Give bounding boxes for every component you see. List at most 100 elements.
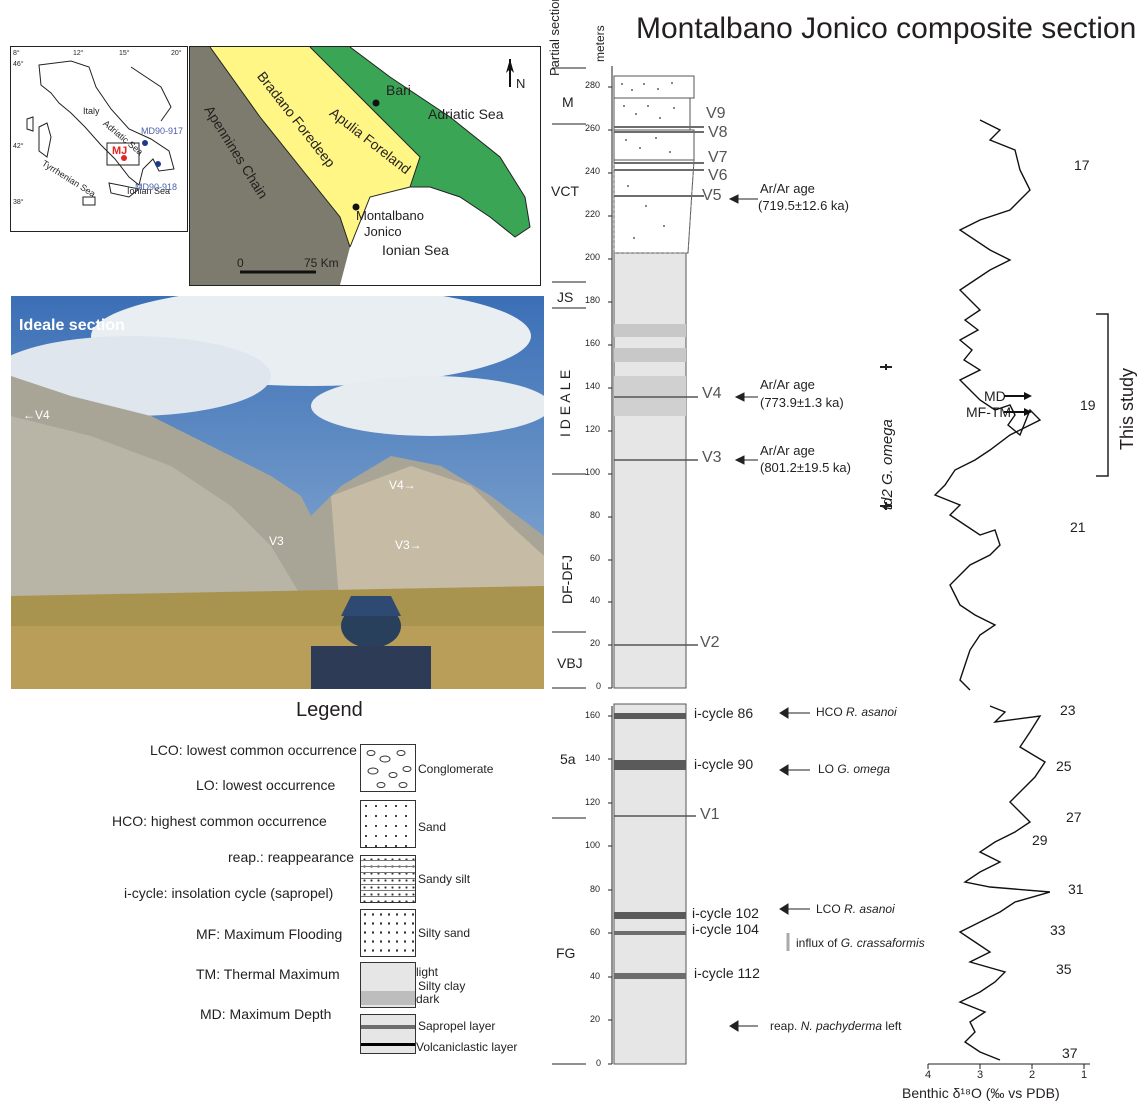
sand-swatch xyxy=(360,800,416,848)
cycle-label: i-cycle 102 xyxy=(692,905,759,921)
isotope-curve-lower xyxy=(958,705,1050,1061)
mis-label: 21 xyxy=(1070,519,1086,535)
lon-tick: 12° xyxy=(73,50,84,57)
lon-tick: 20° xyxy=(171,50,182,57)
upper-axis-label: 0 xyxy=(596,681,602,691)
abbreviation: LO: lowest occurrence xyxy=(196,777,336,793)
event-prefix: LCO xyxy=(816,902,841,916)
age-value: (801.2±19.5 ka) xyxy=(760,460,851,475)
silty-sand-swatch xyxy=(360,909,416,957)
legend-light: light xyxy=(416,965,439,979)
jonico-label: Jonico xyxy=(364,224,402,239)
montalbano-label: Montalbano xyxy=(356,208,424,223)
legend-silty-sand: Silty sand xyxy=(418,926,471,940)
age-value: (773.9±1.3 ka) xyxy=(760,395,844,410)
upper-column xyxy=(552,66,758,689)
tephra-label: V3 xyxy=(702,449,722,466)
cycle-label: i-cycle 90 xyxy=(694,756,754,772)
upper-axis-label: 140 xyxy=(585,381,601,391)
mis-label: 17 xyxy=(1074,157,1090,173)
tephra-label: V6 xyxy=(708,167,728,184)
legend-silty-clay: Silty clay xyxy=(418,979,466,993)
abbreviation: HCO: highest common occurrence xyxy=(112,813,327,829)
tephra-label: V3→ xyxy=(395,538,422,552)
abbreviation: LCO: lowest common occurrence xyxy=(150,742,357,758)
italy-label: Italy xyxy=(83,106,100,116)
inset-map: 8° 12° 15° 20° 46° 42° 38° Italy Adriati… xyxy=(10,46,188,232)
lat-tick: 42° xyxy=(13,143,24,150)
mis-label: 37 xyxy=(1062,1045,1078,1061)
inset-map-outline xyxy=(26,60,175,206)
event-prefix: influx of xyxy=(796,936,838,950)
event-taxon: N. pachyderma xyxy=(800,1019,883,1033)
sandy-silt-swatch xyxy=(360,855,416,903)
upper-axis-label: 100 xyxy=(585,467,601,477)
mis-label: 25 xyxy=(1056,758,1072,774)
tephra-label: V2 xyxy=(700,634,720,651)
legend-volcaniclastic: Volcaniclastic layer xyxy=(416,1040,518,1054)
abbreviation: MD: Maximum Depth xyxy=(200,1006,332,1022)
study-label: This study xyxy=(1117,367,1137,450)
isotope-axis-label: Benthic δ¹⁸O (‰ vs PDB) xyxy=(902,1085,1060,1101)
event-taxon: R. asanoi xyxy=(844,902,895,916)
lat-tick: 46° xyxy=(13,61,24,68)
mftm-marker: MF-TM xyxy=(966,404,1012,420)
age-value: (719.5±12.6 ka) xyxy=(758,198,849,213)
section-label: FG xyxy=(556,945,576,961)
section-label: 5a xyxy=(560,751,576,767)
upper-axis-label: 240 xyxy=(585,166,601,176)
age-label: Ar/Ar age xyxy=(760,377,815,392)
lower-axis-label: 100 xyxy=(585,840,601,850)
lower-axis-label: 160 xyxy=(585,710,601,720)
tephra-label: V3 xyxy=(269,534,284,548)
lower-axis-label: 0 xyxy=(596,1058,602,1068)
event-taxon: R. asanoi xyxy=(846,705,897,719)
lower-axis-label: 80 xyxy=(590,884,601,894)
upper-axis-label: 120 xyxy=(585,424,601,434)
tephra-label: V1 xyxy=(700,806,720,823)
mis-label: 31 xyxy=(1068,881,1084,897)
lower-axis-label: 120 xyxy=(585,797,601,807)
section-label: VCT xyxy=(551,183,579,199)
ionian-label: Ionian Sea xyxy=(127,186,171,196)
abbreviation: i-cycle: insolation cycle (sapropel) xyxy=(124,885,334,901)
event-label: HCO R. asanoi xyxy=(816,706,897,718)
photo-scene xyxy=(11,296,544,689)
lower-axis-label: 20 xyxy=(590,1014,601,1024)
upper-axis-label: 280 xyxy=(585,80,601,90)
isotope-tick: 1 xyxy=(1081,1069,1088,1081)
event-prefix: LO xyxy=(818,762,835,776)
page-title: Montalbano Jonico composite section xyxy=(636,12,1137,45)
biozone-bar xyxy=(880,364,892,510)
mis-label: 33 xyxy=(1050,922,1066,938)
lower-axis-label: 140 xyxy=(585,753,601,763)
event-prefix: HCO xyxy=(816,705,843,719)
upper-axis-label: 80 xyxy=(590,510,601,520)
main-map-shapes xyxy=(190,47,531,285)
field-photo: Ideale section ←V4 V4→ V3 V3→ xyxy=(11,296,544,689)
mis-label: 27 xyxy=(1066,809,1082,825)
section-label: M xyxy=(562,94,574,110)
tephra-label: V7 xyxy=(708,149,728,166)
lower-axis-label: 60 xyxy=(590,927,601,937)
tephra-label: V4 xyxy=(702,385,722,402)
cycle-label: i-cycle 112 xyxy=(694,965,760,981)
event-label: reap. N. pachyderma left xyxy=(770,1020,901,1032)
layer-swatch xyxy=(360,1014,416,1054)
isotope-tick: 4 xyxy=(925,1069,932,1081)
tephra-label: V9 xyxy=(706,105,726,122)
lower-axis-label: 40 xyxy=(590,971,601,981)
lon-tick: 8° xyxy=(13,50,20,57)
mis-label: 35 xyxy=(1056,961,1072,977)
core-label: MD90-917 xyxy=(141,126,184,136)
upper-axis-label: 220 xyxy=(585,209,601,219)
isotope-axis xyxy=(927,1063,1090,1069)
cycle-label: i-cycle 86 xyxy=(694,705,754,721)
legend-sapropel: Sapropel layer xyxy=(418,1019,496,1033)
cycle-label: i-cycle 104 xyxy=(692,921,759,937)
photo-title: Ideale section xyxy=(19,317,125,334)
upper-axis-label: 160 xyxy=(585,338,601,348)
mis-label: 19 xyxy=(1080,397,1096,413)
ionian-sea-label: Ionian Sea xyxy=(382,242,449,258)
legend-dark: dark xyxy=(416,992,440,1006)
